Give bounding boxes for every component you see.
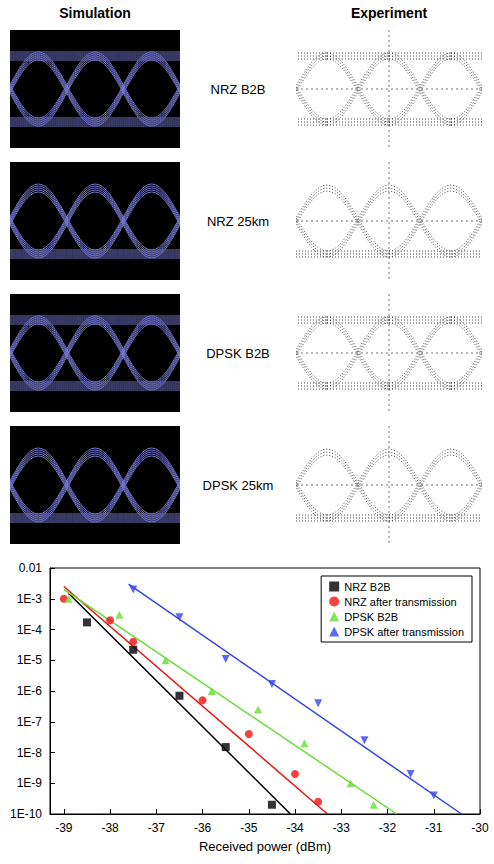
svg-text:1E-3: 1E-3 [17,592,43,606]
svg-text:-37: -37 [148,821,166,835]
svg-text:DPSK 25km: DPSK 25km [203,478,274,493]
svg-text:-33: -33 [333,821,351,835]
svg-text:-32: -32 [379,821,397,835]
svg-text:-34: -34 [286,821,304,835]
svg-text:DPSK after transmission: DPSK after transmission [344,626,464,638]
svg-text:-30: -30 [471,821,489,835]
svg-text:1E-8: 1E-8 [17,746,43,760]
svg-text:1E-10: 1E-10 [10,807,42,821]
svg-text:Experiment: Experiment [351,5,428,21]
svg-text:DPSK B2B: DPSK B2B [344,611,398,623]
svg-text:-31: -31 [425,821,443,835]
svg-text:NRZ B2B: NRZ B2B [344,581,390,593]
svg-text:Simulation: Simulation [59,5,131,21]
svg-text:NRZ after transmission: NRZ after transmission [344,596,456,608]
svg-text:1E-6: 1E-6 [17,684,43,698]
svg-text:NRZ B2B: NRZ B2B [211,82,266,97]
svg-text:-38: -38 [101,821,119,835]
svg-text:1E-4: 1E-4 [17,623,43,637]
svg-text:-35: -35 [240,821,258,835]
svg-text:1E-7: 1E-7 [17,715,43,729]
svg-text:NRZ 25km: NRZ 25km [207,214,269,229]
svg-text:Received power (dBm): Received power (dBm) [199,839,331,854]
svg-text:0.01: 0.01 [19,561,43,575]
svg-text:1E-9: 1E-9 [17,776,43,790]
svg-text:-36: -36 [194,821,212,835]
svg-text:1E-5: 1E-5 [17,653,43,667]
svg-text:DPSK B2B: DPSK B2B [206,346,270,361]
svg-text:-39: -39 [55,821,73,835]
